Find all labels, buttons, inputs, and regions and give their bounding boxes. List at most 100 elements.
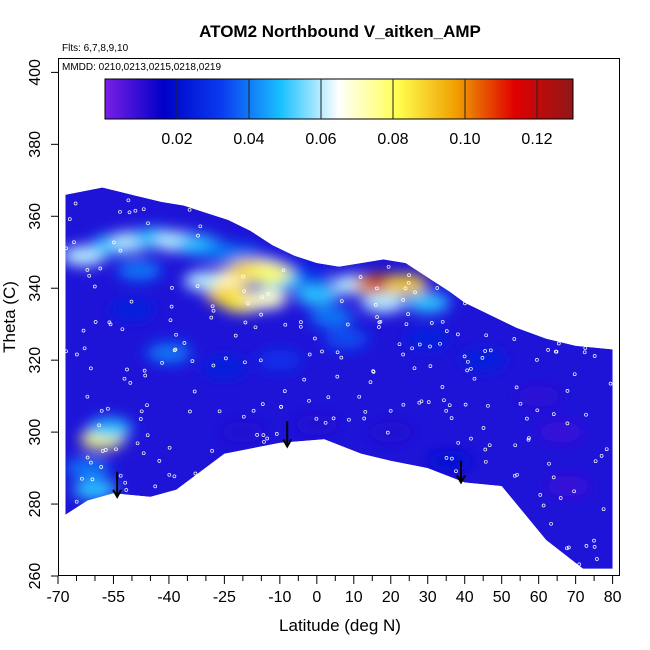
observation-dot — [100, 449, 105, 453]
observation-dot — [182, 341, 187, 345]
observation-dot — [412, 366, 417, 371]
observation-dot — [593, 459, 598, 464]
y-tick-label: 300 — [27, 419, 44, 446]
observation-dot — [483, 447, 488, 452]
heatmap-cell-45 — [202, 357, 247, 378]
observation-dot — [196, 233, 200, 238]
observation-dot — [85, 268, 90, 272]
observation-dot — [546, 348, 550, 352]
observation-dot — [142, 368, 147, 373]
heatmap-cell-37 — [516, 386, 561, 407]
observation-dot — [313, 336, 317, 341]
observation-dot — [538, 493, 543, 497]
observation-dot — [251, 408, 256, 413]
heatmap-cell-11 — [117, 260, 162, 281]
observation-dot — [345, 322, 350, 327]
observation-dot — [266, 291, 271, 296]
observation-dot — [480, 356, 485, 360]
heatmap-cell-44 — [257, 350, 302, 371]
observation-dot — [514, 385, 519, 390]
observation-dot — [283, 322, 288, 327]
observation-dot — [241, 414, 246, 419]
observation-dot — [75, 352, 79, 357]
observation-dot — [549, 521, 553, 526]
observation-dot — [190, 359, 195, 363]
observation-dot — [92, 284, 97, 289]
observation-dot — [282, 389, 287, 393]
observation-dot — [85, 394, 90, 399]
observation-dot — [386, 264, 391, 269]
observation-dot — [371, 370, 376, 374]
observation-dot — [253, 325, 258, 330]
y-tick-label: 360 — [27, 203, 44, 230]
observation-dot — [553, 349, 558, 354]
observation-dot — [299, 320, 303, 324]
observation-dot — [89, 460, 93, 465]
observation-dot — [260, 402, 265, 406]
observation-dot — [187, 207, 192, 212]
observation-dot — [210, 304, 215, 309]
dates-annotation: MMDD: 0210,0213,0215,0218,0219 — [62, 62, 221, 73]
observation-dot — [211, 363, 216, 368]
observation-dot — [428, 364, 433, 368]
observation-dot — [577, 562, 582, 567]
y-tick-label: 340 — [27, 275, 44, 302]
observation-dot — [454, 469, 458, 474]
colorbar-tick-label: 0.06 — [305, 131, 336, 148]
observation-dot — [243, 320, 248, 325]
observation-dot — [243, 360, 247, 365]
observation-dot — [99, 408, 104, 413]
observation-dot — [314, 416, 319, 421]
observation-dot — [74, 499, 79, 504]
x-tick-label: 20 — [382, 589, 400, 606]
heatmap-cell-30 — [405, 328, 450, 349]
observation-dot — [192, 389, 197, 394]
observation-dot — [72, 240, 76, 245]
observation-dot — [572, 372, 577, 377]
observation-dot — [558, 496, 563, 500]
observation-dot — [126, 198, 131, 203]
observation-dot — [89, 366, 93, 371]
x-axis-label: Latitude (deg N) — [279, 616, 401, 635]
colorbar-tick-label: 0.04 — [233, 131, 264, 148]
observation-dot — [112, 240, 116, 245]
observation-dot — [145, 403, 149, 408]
observation-dot — [565, 389, 570, 393]
observation-dot — [469, 366, 473, 371]
observation-dot — [118, 209, 122, 214]
observation-dot — [107, 320, 112, 325]
observation-dot — [157, 459, 162, 463]
observation-dot — [153, 484, 158, 489]
observation-dot — [64, 349, 68, 354]
heatmap-cell-35 — [65, 458, 110, 479]
heatmap-cell-34 — [87, 418, 132, 439]
observation-dot — [512, 473, 517, 478]
observation-dot — [241, 274, 245, 279]
observation-dot — [513, 443, 518, 448]
observation-dot — [174, 332, 178, 337]
heatmap-cell-42 — [368, 422, 413, 443]
observation-dot — [195, 284, 200, 288]
observation-dot — [103, 448, 108, 452]
observation-dot — [407, 273, 411, 278]
observation-dot — [167, 472, 172, 477]
colorbar-gradient — [104, 78, 574, 120]
observation-dot — [565, 546, 569, 551]
observation-dot — [80, 476, 84, 481]
observation-dot — [139, 409, 144, 414]
observation-dot — [188, 409, 192, 414]
y-tick-label: 320 — [27, 347, 44, 374]
observation-dot — [198, 224, 203, 229]
observation-dot — [81, 328, 86, 333]
observation-dot — [429, 321, 434, 325]
x-tick-label: 40 — [456, 589, 474, 606]
observation-dot — [375, 315, 379, 319]
observation-dot — [442, 398, 446, 403]
observation-dot — [440, 319, 445, 324]
arrow-marker-0 — [112, 471, 123, 499]
observation-dot — [106, 406, 110, 411]
observation-dot — [592, 354, 597, 358]
observation-dot — [483, 459, 488, 464]
observation-dot — [73, 201, 78, 206]
observation-dot — [362, 416, 367, 421]
